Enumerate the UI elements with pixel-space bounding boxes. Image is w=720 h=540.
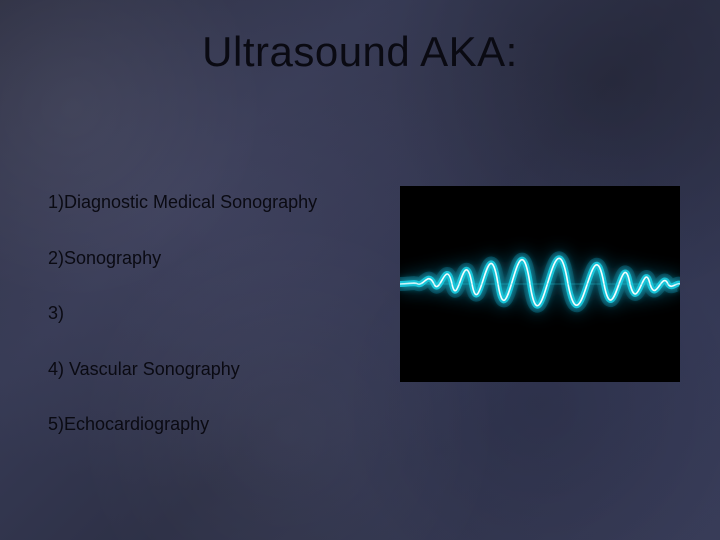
list-item: 2)Sonography: [48, 248, 378, 270]
list-item: 1)Diagnostic Medical Sonography: [48, 192, 378, 214]
waveform-image: [400, 186, 680, 382]
bullet-list: 1)Diagnostic Medical Sonography 2)Sonogr…: [48, 192, 378, 470]
list-item: 3): [48, 303, 378, 325]
list-item: 4) Vascular Sonography: [48, 359, 378, 381]
slide-title: Ultrasound AKA:: [0, 28, 720, 76]
list-item: 5)Echocardiography: [48, 414, 378, 436]
